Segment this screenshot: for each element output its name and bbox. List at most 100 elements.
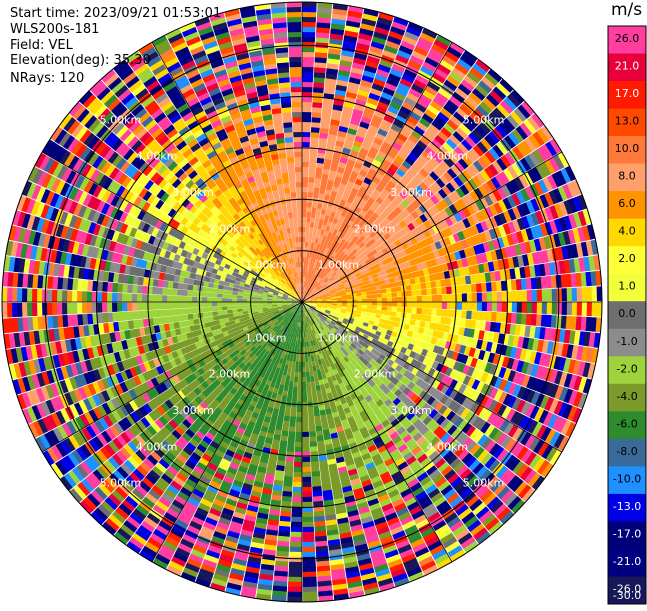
ppi-gate <box>288 431 295 437</box>
ppi-gate <box>302 152 309 158</box>
ppi-gate <box>302 227 306 232</box>
ppi-gate <box>387 293 393 298</box>
ppi-gate <box>432 295 438 302</box>
ppi-gate <box>302 137 310 143</box>
ppi-gate <box>392 297 397 302</box>
ppi-gate <box>372 302 377 306</box>
ppi-gate <box>302 172 308 178</box>
ppi-gate <box>311 212 316 218</box>
ppi-gate <box>302 22 316 28</box>
ppi-gate <box>307 202 312 208</box>
ppi-gate <box>311 127 320 133</box>
ppi-gate <box>466 311 472 320</box>
ppi-gate <box>303 467 311 473</box>
ppi-gate <box>532 290 538 302</box>
ppi-gate <box>417 302 422 308</box>
ppi-gate <box>477 293 483 302</box>
ppi-gate <box>309 366 313 372</box>
ppi-gate <box>303 592 318 598</box>
ppi-gate <box>302 162 309 168</box>
ppi-gate <box>387 306 393 311</box>
ppi-gate <box>306 222 310 228</box>
ppi-gate <box>298 387 302 392</box>
ppi-gate <box>297 392 302 397</box>
ppi-gate <box>302 12 316 18</box>
ppi-gate <box>302 377 306 382</box>
ppi-gate <box>305 362 309 368</box>
ppi-gate <box>309 227 313 233</box>
ppi-gate <box>496 312 502 322</box>
ppi-gate <box>352 305 358 308</box>
ppi-gate <box>303 572 317 578</box>
ppi-gate <box>482 292 488 301</box>
ppi-gate <box>303 522 314 528</box>
ppi-gate <box>517 302 523 313</box>
ppi-gate <box>305 352 308 358</box>
ppi-gate <box>291 517 302 523</box>
ppi-gate <box>289 381 294 387</box>
ppi-gate <box>302 202 307 207</box>
ppi-gate <box>298 377 302 382</box>
ppi-gate <box>302 17 316 23</box>
ppi-gate <box>310 152 318 158</box>
ppi-gate <box>287 371 291 377</box>
ppi-gate <box>302 192 307 197</box>
ppi-gate <box>447 294 453 301</box>
ppi-gate <box>302 177 308 182</box>
ppi-gate <box>306 212 311 218</box>
ppi-gate <box>302 212 306 217</box>
ppi-gate <box>527 290 533 301</box>
ppi-gate <box>303 512 314 518</box>
ppi-gate <box>304 262 306 267</box>
ppi-gate <box>304 252 307 257</box>
ppi-gate <box>302 362 305 367</box>
ppi-gate <box>361 292 367 296</box>
ppi-gate <box>315 218 320 224</box>
ppi-gate <box>367 305 373 309</box>
ppi-gate <box>302 182 308 187</box>
ppi-gate <box>587 287 593 301</box>
ppi-gate <box>547 289 553 301</box>
ppi-gate <box>309 172 316 178</box>
ppi-gate <box>303 542 315 548</box>
ppi-gate <box>482 302 488 311</box>
ppi-gate <box>562 288 568 301</box>
ppi-gate <box>557 302 563 315</box>
ppi-gate <box>311 381 316 387</box>
ppi-gate <box>375 314 381 319</box>
ppi-gate <box>347 304 352 307</box>
ppi-gate <box>357 296 363 299</box>
ppi-gate <box>366 291 372 295</box>
ppi-gate <box>312 102 322 108</box>
ppi-gate <box>472 293 478 302</box>
ppi-gate <box>294 467 302 473</box>
ppi-gate <box>397 297 402 302</box>
ppi-gate <box>302 167 309 173</box>
ppi-gate <box>297 342 300 347</box>
ppi-gate <box>302 367 306 372</box>
ppi-gate <box>289 557 302 563</box>
ppi-gate <box>522 302 528 313</box>
ppi-gate <box>466 284 472 293</box>
ppi-gate <box>302 52 314 58</box>
ppi-gate <box>302 387 306 392</box>
ppi-gate <box>308 356 312 362</box>
ppi-gate <box>437 295 443 302</box>
ppi-gate <box>392 302 397 307</box>
ppi-gate <box>290 411 296 417</box>
ppi-gate <box>293 477 302 483</box>
ppi-gate <box>371 290 377 294</box>
ppi-gate <box>298 337 300 342</box>
ppi-gate <box>292 361 296 367</box>
ppi-gate <box>288 587 302 593</box>
ppi-gate <box>304 342 307 347</box>
ppi-gate <box>472 302 478 311</box>
ppi-gate <box>577 302 583 316</box>
ppi-gate <box>311 207 316 213</box>
ppi-gate <box>436 287 442 294</box>
ppi-gate <box>421 308 427 314</box>
ppi-gate <box>302 117 311 123</box>
ppi-gate <box>512 302 518 313</box>
ppi-gate <box>293 382 297 388</box>
ppi-gate <box>497 302 503 312</box>
